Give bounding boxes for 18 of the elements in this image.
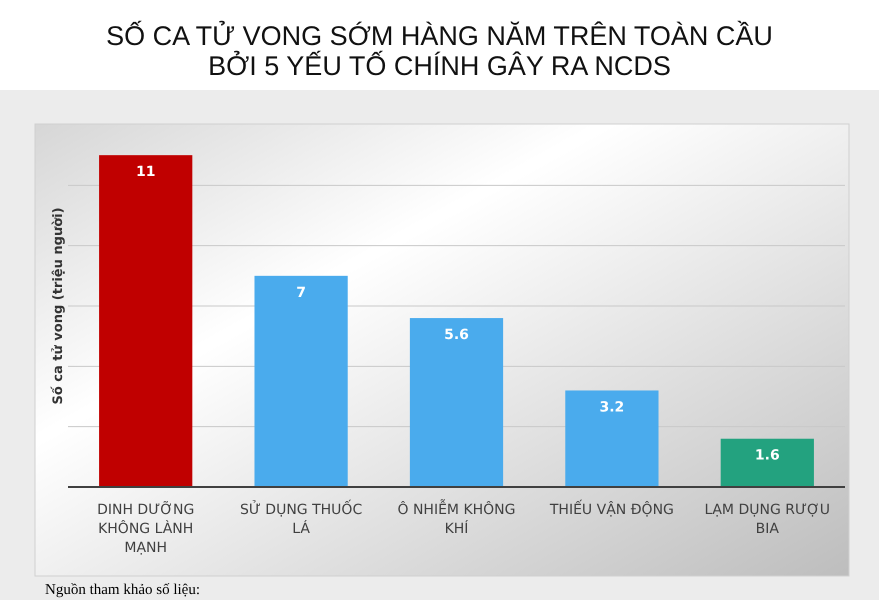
x-tick-label: DINH DƯỠNG KHÔNG LÀNH MẠNH — [97, 501, 194, 556]
x-tick-label: LẠM DỤNG RƯỢU BIA — [704, 502, 830, 537]
bar — [720, 438, 814, 487]
bar — [254, 276, 348, 487]
text: Nguồn tham khảo số liệu: — [45, 582, 200, 598]
chart-title: SỐ CA TỬ VONG SỚM HÀNG NĂM TRÊN TOÀN CẦU BỞI 5 YẾU TỐ CHÍNH GÂY RA NCDS — [106, 20, 773, 81]
x-tick-label: THIẾU VẬN ĐỘNG — [548, 499, 674, 518]
bar — [565, 390, 659, 487]
bar — [99, 155, 192, 487]
x-tick-label: Ô NHIỄM KHÔNG KHÍ — [397, 499, 516, 537]
x-tick-label: SỬ DỤNG THUỐC LÁ — [240, 499, 362, 537]
data-label: 5.6 — [444, 327, 469, 344]
data-label: 11 — [136, 164, 156, 180]
data-label: 7 — [296, 284, 306, 301]
data-label: 1.6 — [754, 448, 780, 464]
bar — [410, 318, 504, 487]
data-label: 3.2 — [599, 399, 624, 416]
y-axis-title: Số ca tử vong (triệu người) — [50, 207, 66, 405]
